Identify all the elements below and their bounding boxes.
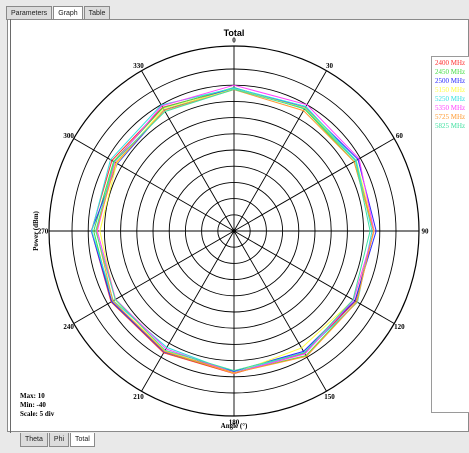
tab-total[interactable]: Total — [70, 433, 95, 447]
scale-readout: Scale: 5 div — [20, 410, 55, 418]
grid-spoke — [233, 138, 395, 232]
angle-tick-label: 30 — [326, 62, 334, 70]
legend-item-2450: 2450 MHz — [435, 68, 466, 76]
tab-graph[interactable]: Graph — [53, 6, 83, 20]
angle-tick-label: 210 — [133, 393, 144, 401]
top-tab-strip: Parameters Graph Table — [6, 0, 111, 20]
panel-divider — [10, 19, 11, 433]
legend-item-5150: 5150 MHz — [435, 86, 466, 94]
grid-spoke — [73, 230, 235, 324]
angle-tick-label: 90 — [422, 228, 430, 236]
angle-tick-label: 300 — [63, 132, 74, 140]
series-line — [95, 88, 371, 372]
x-axis-label: Angle (°) — [221, 422, 248, 430]
angle-tick-label: 180 — [229, 419, 240, 427]
min-readout: Min: -40 — [20, 401, 46, 409]
legend: 2400 MHz 2450 MHz 2500 MHz 5150 MHz 5250… — [431, 56, 469, 413]
tab-parameters[interactable]: Parameters — [6, 6, 53, 20]
legend-item-5725: 5725 MHz — [435, 113, 466, 121]
angle-tick-label: 120 — [394, 323, 405, 331]
max-readout: Max: 10 — [20, 392, 45, 400]
grid-spoke — [233, 230, 327, 392]
legend-item-5350: 5350 MHz — [435, 104, 466, 112]
y-axis-label: Power (dBm) — [32, 210, 40, 250]
legend-item-5250: 5250 MHz — [435, 95, 466, 103]
angle-tick-label: 240 — [63, 323, 74, 331]
chart-title: Total — [224, 28, 245, 38]
angle-tick-label: 330 — [133, 62, 144, 70]
grid-spoke — [141, 70, 235, 232]
tab-phi[interactable]: Phi — [48, 433, 70, 447]
legend-item-2400: 2400 MHz — [435, 59, 466, 67]
tab-theta[interactable]: Theta — [20, 433, 48, 447]
bottom-tab-strip: Theta Phi Total — [20, 433, 96, 453]
grid-spoke — [141, 230, 235, 392]
legend-item-2500: 2500 MHz — [435, 77, 466, 85]
angle-tick-label: 150 — [324, 393, 335, 401]
series-line — [90, 87, 377, 372]
grid-spoke — [73, 138, 235, 232]
tab-table[interactable]: Table — [83, 6, 111, 20]
angle-tick-label: 0 — [232, 37, 236, 45]
angle-tick-label: 270 — [38, 228, 49, 236]
legend-item-5825: 5825 MHz — [435, 122, 466, 130]
angle-tick-label: 60 — [396, 132, 404, 140]
grid-spoke — [233, 70, 327, 232]
grid-spoke — [233, 230, 395, 324]
series-line — [95, 89, 375, 374]
